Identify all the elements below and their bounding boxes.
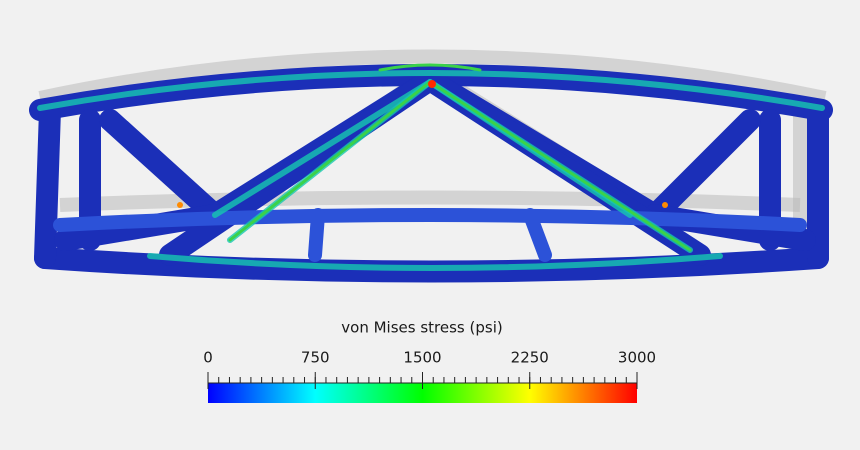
tick-label: 0 — [203, 349, 213, 367]
colorbar-title: von Mises stress (psi) — [341, 319, 502, 337]
colorbar-ticks: 0 750 1500 2250 3000 — [203, 349, 656, 389]
tick-label: 2250 — [511, 349, 549, 367]
tick-label: 3000 — [618, 349, 656, 367]
tick-label: 750 — [301, 349, 330, 367]
truss — [29, 63, 833, 283]
tick-label: 1500 — [403, 349, 441, 367]
